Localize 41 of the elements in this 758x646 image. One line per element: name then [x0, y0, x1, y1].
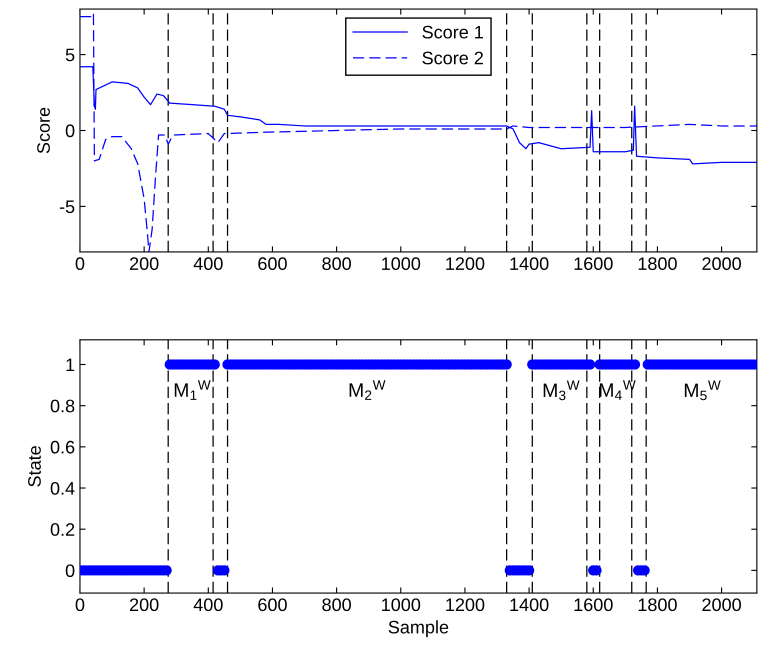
- y-axis-title: Score: [37, 108, 50, 154]
- legend-label: Score 2: [422, 52, 483, 64]
- x-tick-label: 0: [76, 598, 84, 612]
- y-tick-label: 0: [66, 564, 74, 578]
- line-series: [80, 12, 757, 252]
- annotation: M$_{2}$$^{W}$: [350, 380, 386, 400]
- x-tick-label: 2000: [702, 598, 741, 612]
- annotation: M$_{3}$$^{W}$: [544, 380, 580, 400]
- y-tick-label: 0: [66, 124, 74, 138]
- x-tick-label: 600: [258, 598, 287, 612]
- x-tick-label: 1400: [510, 257, 548, 270]
- x-tick-label: 800: [322, 257, 351, 270]
- x-tick-label: 400: [194, 257, 223, 270]
- x-tick-label: 400: [194, 598, 223, 612]
- y-tick-label: 1: [66, 358, 74, 372]
- x-tick-label: 1800: [638, 257, 677, 270]
- y-tick-label: -5: [60, 200, 74, 214]
- y-tick-label: 0.2: [50, 523, 74, 536]
- annotation: M$_{1}$$^{W}$: [174, 380, 211, 400]
- x-axis-title: Sample: [388, 620, 448, 638]
- x-tick-label: 1200: [446, 257, 484, 270]
- x-tick-label: 0: [76, 257, 84, 270]
- x-tick-label: 600: [258, 257, 287, 270]
- x-tick-label: 1000: [382, 598, 420, 612]
- x-tick-label: 1400: [510, 598, 548, 612]
- x-tick-label: 1000: [382, 257, 420, 270]
- x-tick-label: 2000: [702, 257, 741, 270]
- legend-label: Score 1: [422, 26, 483, 39]
- x-tick-label: 1800: [638, 598, 677, 612]
- y-tick-label: 0.8: [50, 400, 74, 412]
- y-axis-title: State: [28, 446, 41, 487]
- y-tick-label: 0.4: [50, 482, 75, 495]
- x-tick-label: 1600: [574, 257, 613, 270]
- x-tick-label: 200: [130, 257, 158, 270]
- x-tick-label: 1600: [574, 598, 613, 612]
- y-tick-label: 5: [66, 48, 74, 62]
- x-tick-label: 800: [322, 598, 351, 612]
- x-tick-label: 200: [130, 598, 158, 612]
- x-tick-label: 1200: [446, 598, 484, 612]
- y-tick-label: 0.6: [50, 440, 74, 454]
- annotation: M$_{5}$$^{W}$: [684, 380, 721, 400]
